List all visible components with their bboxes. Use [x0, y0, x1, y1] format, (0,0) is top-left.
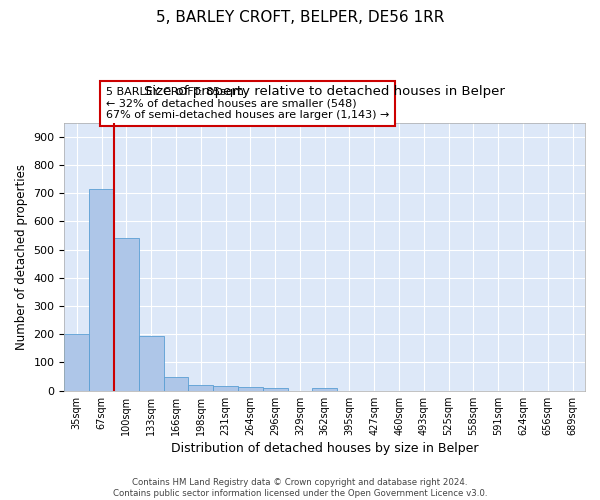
Title: Size of property relative to detached houses in Belper: Size of property relative to detached ho… [144, 85, 505, 98]
Bar [313, 388, 337, 390]
Text: Contains HM Land Registry data © Crown copyright and database right 2024.
Contai: Contains HM Land Registry data © Crown c… [113, 478, 487, 498]
Bar [188, 385, 213, 390]
Bar [114, 238, 139, 390]
Bar [164, 378, 188, 390]
Bar [263, 388, 287, 390]
X-axis label: Distribution of detached houses by size in Belper: Distribution of detached houses by size … [171, 442, 478, 455]
Text: 5, BARLEY CROFT, BELPER, DE56 1RR: 5, BARLEY CROFT, BELPER, DE56 1RR [156, 10, 444, 25]
Text: 5 BARLEY CROFT: 85sqm
← 32% of detached houses are smaller (548)
67% of semi-det: 5 BARLEY CROFT: 85sqm ← 32% of detached … [106, 87, 389, 120]
Bar [89, 189, 114, 390]
Y-axis label: Number of detached properties: Number of detached properties [15, 164, 28, 350]
Bar [213, 386, 238, 390]
Bar [139, 336, 164, 390]
Bar [238, 387, 263, 390]
Bar [64, 334, 89, 390]
